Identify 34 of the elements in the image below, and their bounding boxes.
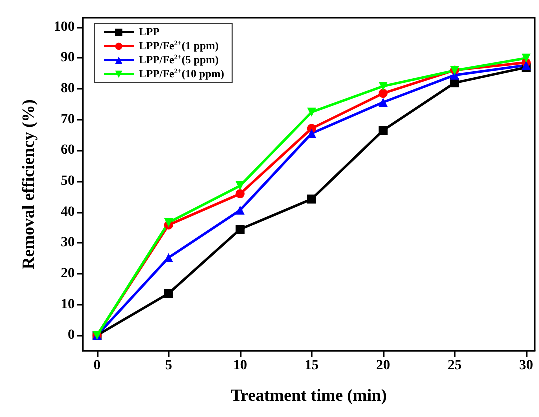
x-tick-label: 10 [233, 358, 248, 374]
y-tick-label: 50 [61, 174, 75, 189]
point [236, 190, 245, 199]
y-tick-label: 10 [61, 297, 75, 312]
point [378, 126, 388, 136]
x-tick-label: 20 [376, 358, 390, 374]
y-tick-label: 70 [61, 112, 75, 128]
point [522, 60, 531, 70]
point [522, 54, 531, 63]
point [307, 108, 316, 117]
point [378, 82, 388, 91]
y-tick-label: 40 [61, 204, 75, 220]
x-tick-label: 30 [519, 358, 534, 374]
x-tick-label: 15 [304, 358, 319, 374]
legend-label: LPP [139, 26, 160, 38]
y-tick-label: 20 [61, 266, 75, 282]
y-tick-label: 30 [61, 236, 75, 251]
x-tick-label: 5 [165, 358, 172, 374]
point [236, 225, 245, 234]
x-tick-label: 25 [448, 358, 462, 374]
x-axis-title: Treatment time (min) [230, 386, 388, 405]
point [378, 89, 388, 98]
y-axis-title: Removal efficiency (%) [19, 100, 38, 270]
y-tick-label: 0 [68, 328, 75, 344]
x-tick-label: 0 [94, 358, 101, 374]
point [164, 218, 174, 228]
point [307, 194, 316, 204]
y-tick-label: 60 [61, 143, 75, 158]
point [236, 206, 245, 215]
point [164, 289, 174, 298]
y-tick-label: 100 [54, 20, 75, 35]
y-tick-label: 90 [61, 50, 75, 66]
point [378, 98, 388, 107]
y-tick-label: 80 [61, 81, 75, 96]
